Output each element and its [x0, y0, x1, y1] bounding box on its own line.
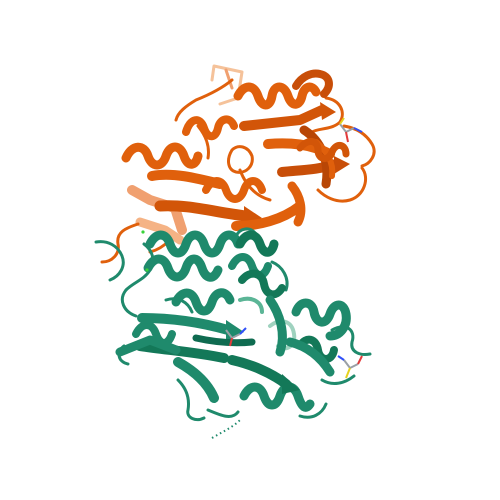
chain-b-strand [135, 341, 229, 363]
chain-b-strand [285, 337, 335, 377]
chain-a-helix [121, 142, 203, 170]
chain-b-disordered-segment [211, 419, 241, 439]
chain-a-helix [292, 69, 333, 98]
chain-b-helix [235, 230, 279, 257]
chain-b-loop [298, 402, 328, 419]
chain-b-loop [270, 260, 289, 292]
chain-b-ligand [337, 355, 363, 379]
chain-a-strand-arrow [320, 102, 336, 120]
chain-a-back-sheet [135, 217, 185, 245]
chain-a-strand [154, 200, 252, 222]
chain-b-strand [227, 355, 291, 389]
chain-b-helix [239, 382, 315, 412]
chain-a-loop [196, 124, 210, 160]
chain-b-helix [228, 253, 272, 279]
chain-a-helix [182, 115, 238, 141]
chain-a-ligand [339, 117, 363, 143]
chain-b-loop [120, 288, 138, 318]
chain-b-strand-arrow [226, 320, 244, 342]
chain-a-back-loop [210, 64, 244, 106]
chain-b-helix [143, 254, 223, 282]
ion-sphere [145, 268, 149, 272]
chain-b-strand [115, 335, 181, 357]
ion-sphere [141, 230, 145, 234]
chain-a-loop [100, 222, 140, 264]
chain-b-helix [171, 288, 235, 316]
chain-b-loop [94, 240, 125, 282]
chain-b-helix [132, 321, 176, 347]
chain-a-strand [287, 181, 306, 227]
chain-b-helix [145, 230, 243, 258]
chain-b-strand [192, 334, 256, 347]
chain-a-loop [238, 168, 272, 202]
chain-a-strand [147, 169, 225, 189]
chain-b-loop [176, 378, 206, 422]
chain-b-helix [296, 335, 338, 363]
chain-b-loop [206, 408, 240, 418]
chain-a-cartoon [100, 64, 376, 264]
chain-a-helix [296, 138, 350, 162]
chain-a-loop [174, 78, 234, 122]
chain-a-helix [233, 82, 321, 110]
chain-a-strand [239, 105, 327, 131]
chain-b-strand-arrow [282, 374, 300, 394]
chain-b-loop [320, 374, 356, 385]
chain-b-strand [173, 357, 219, 403]
chain-b-strand [265, 295, 287, 357]
chain-a-loop [316, 166, 367, 203]
chain-a-loop [342, 124, 376, 168]
chain-a-strand [231, 201, 305, 231]
chain-b-helix [291, 298, 351, 341]
chain-b-cartoon [94, 227, 372, 422]
chain-b-helix [238, 269, 286, 299]
chain-a-strand-arrow [334, 156, 350, 174]
chain-a-back-loop [224, 68, 234, 90]
chain-b-back-loop [238, 296, 264, 314]
chain-b-strand [137, 313, 233, 335]
chain-a-loop [227, 145, 254, 174]
chain-b-loop [164, 297, 194, 314]
chain-b-ligand [225, 327, 247, 347]
chain-a-loop [310, 96, 344, 134]
